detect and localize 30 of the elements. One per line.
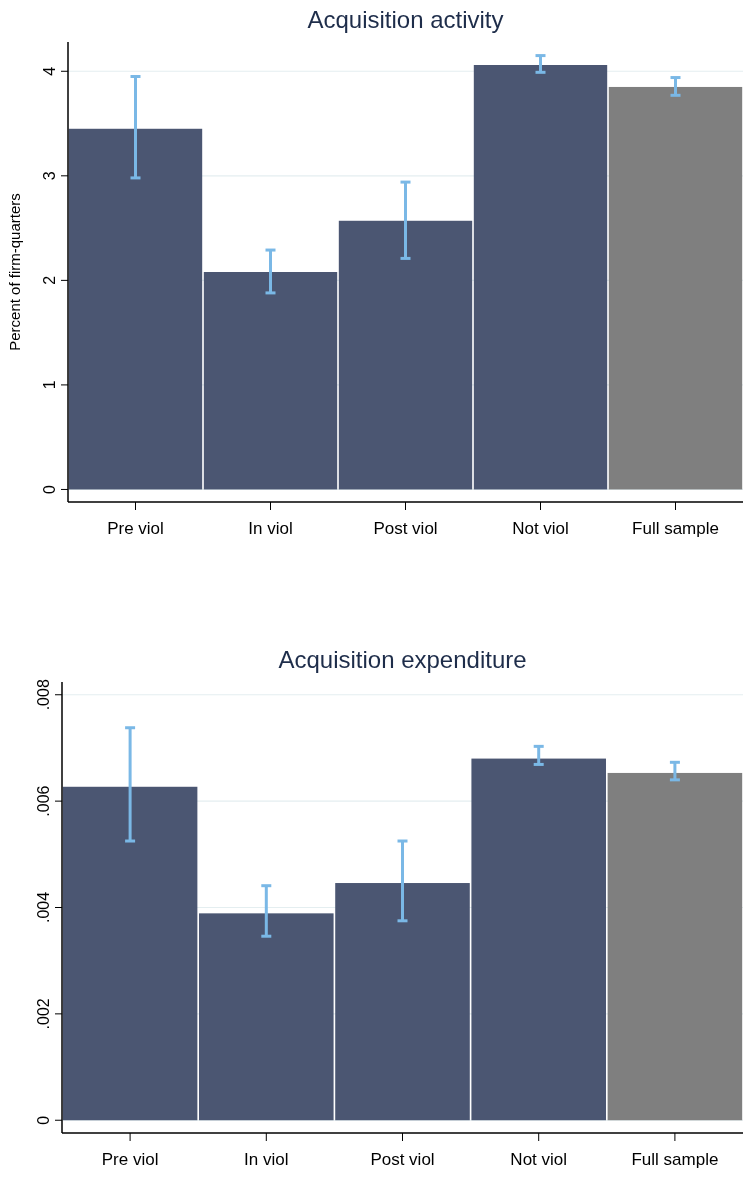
bar [473, 65, 608, 490]
x-tick-label: Post viol [370, 1150, 435, 1169]
x-tick-label: Pre viol [101, 1150, 159, 1169]
x-tick-label: Full sample [632, 519, 719, 538]
x-tick-label: In viol [248, 519, 293, 538]
bar [338, 220, 473, 490]
y-tick-label: 0 [35, 1115, 52, 1125]
y-tick-label: 2 [41, 275, 58, 285]
chart-title: Acquisition expenditure [278, 646, 527, 673]
bar [68, 128, 203, 490]
bar [607, 772, 743, 1121]
y-tick-label: 1 [41, 380, 58, 390]
y-axis-title: Percent of firm-quarters [6, 193, 23, 351]
bar [608, 86, 743, 490]
y-tick-label: .006 [35, 785, 52, 817]
chart-title: Acquisition activity [307, 6, 504, 33]
y-tick-label: .004 [35, 891, 52, 924]
y-tick-label: 3 [41, 171, 58, 181]
x-tick-label: Pre viol [107, 519, 164, 538]
bar [203, 272, 338, 490]
bar [62, 786, 198, 1121]
y-tick-label: .008 [35, 679, 52, 711]
x-tick-label: Post viol [373, 519, 438, 538]
x-tick-label: Not viol [512, 519, 569, 538]
y-tick-label: 0 [41, 484, 58, 494]
x-tick-label: Not viol [510, 1150, 568, 1169]
y-tick-label: .002 [35, 998, 52, 1030]
x-tick-label: Full sample [631, 1150, 719, 1169]
y-tick-label: 4 [41, 66, 58, 76]
x-tick-label: In viol [244, 1150, 289, 1169]
